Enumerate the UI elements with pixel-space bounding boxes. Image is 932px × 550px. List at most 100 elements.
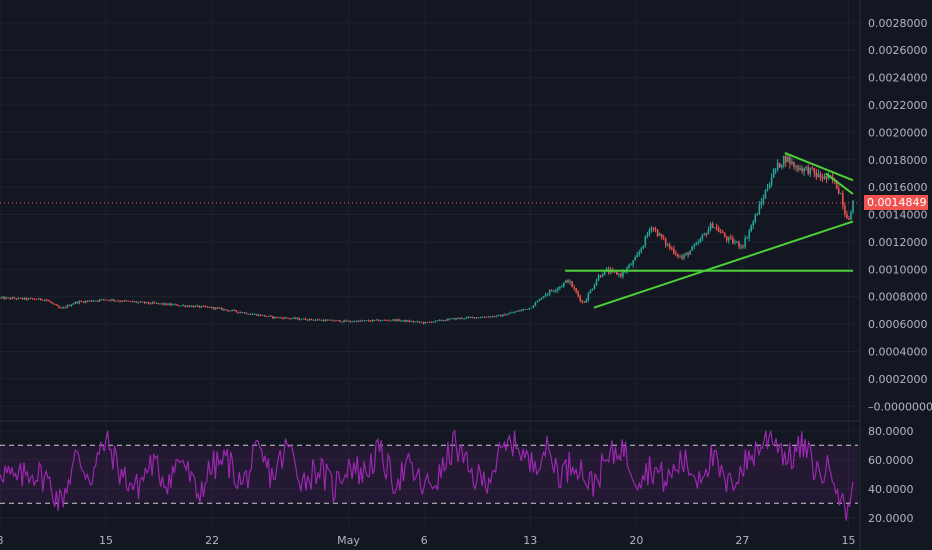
candle-body	[214, 307, 217, 309]
candle-body	[738, 241, 740, 247]
candle-body	[92, 300, 95, 302]
candle-body	[465, 317, 467, 319]
candle-body	[19, 297, 22, 299]
candle-body	[522, 309, 525, 311]
candle-body	[276, 316, 278, 318]
candle-body	[666, 244, 669, 246]
candle-body	[642, 245, 645, 249]
candle-body	[31, 298, 34, 300]
candle-body	[506, 314, 508, 316]
candle-body	[394, 319, 396, 321]
candle-body	[436, 320, 439, 322]
candle-body	[495, 315, 498, 317]
price-tick-label: –0.0000000	[868, 400, 932, 413]
candle-body	[0, 297, 1, 299]
candle-body	[681, 256, 683, 259]
candle-body	[634, 257, 636, 261]
candle-body	[190, 305, 193, 307]
candle-body	[622, 271, 624, 277]
candle-body	[768, 184, 771, 189]
candle-body	[650, 228, 653, 231]
candle-body	[579, 295, 582, 301]
candle-body	[1, 297, 3, 298]
candle-body	[587, 293, 590, 300]
candle-body	[296, 318, 299, 319]
candle-body	[793, 161, 795, 167]
resistance-line[interactable]	[784, 151, 854, 182]
candle-body	[689, 250, 691, 255]
candle-body	[117, 300, 119, 302]
price-tick-label: 0.0006000	[868, 318, 928, 331]
candle-body	[174, 304, 176, 306]
candle-body	[176, 304, 178, 306]
candle-body	[111, 299, 113, 301]
candle-body	[546, 293, 549, 295]
candle-body	[430, 321, 433, 323]
price-tick-label: 0.0018000	[868, 154, 928, 167]
candle-body	[284, 317, 286, 319]
candle-body	[654, 228, 657, 230]
candle-body	[461, 317, 463, 319]
candle-body	[835, 180, 838, 189]
candle-body	[805, 167, 807, 168]
candle-body	[809, 167, 812, 175]
candle-body	[408, 320, 410, 322]
price-tick-label: 0.0012000	[868, 236, 928, 249]
candle-body	[630, 264, 632, 266]
candle-body	[526, 309, 529, 310]
candle-body	[324, 319, 327, 322]
candle-body	[697, 242, 700, 244]
candle-body	[290, 318, 292, 320]
candle-body	[70, 304, 73, 307]
candle-body	[839, 193, 842, 195]
candle-body	[823, 175, 826, 179]
candle-body	[691, 246, 693, 251]
candle-body	[748, 231, 750, 238]
candle-body	[245, 312, 248, 314]
candle-body	[357, 320, 360, 322]
candle-body	[133, 301, 136, 303]
candle-body	[483, 316, 486, 318]
candle-body	[536, 300, 539, 303]
rsi-axis[interactable]: 80.0000 60.0000 40.0000 20.0000	[868, 425, 914, 525]
candle-body	[493, 316, 496, 317]
candle-body	[825, 175, 828, 179]
candle-body	[103, 299, 105, 301]
support-line[interactable]	[593, 220, 854, 309]
candle-body	[219, 307, 221, 309]
candle-body	[567, 280, 569, 283]
candle-body	[54, 303, 56, 305]
candle-body	[314, 319, 317, 321]
candle-body	[339, 320, 341, 322]
candle-body	[398, 319, 400, 322]
rsi-line	[0, 429, 854, 521]
rsi-tick-label: 40.0000	[868, 483, 914, 496]
resistance-line-2[interactable]	[825, 172, 854, 195]
candle-body	[365, 320, 368, 322]
candle-body	[418, 321, 421, 323]
candle-body	[278, 317, 280, 319]
candle-body	[253, 314, 256, 315]
candle-body	[813, 168, 816, 173]
candle-body	[445, 320, 447, 322]
candle-body	[837, 188, 840, 194]
candle-body	[540, 298, 543, 300]
candle-body	[341, 321, 343, 323]
rsi-band-fill	[0, 445, 858, 504]
candle-body	[182, 305, 185, 307]
time-axis[interactable]: 8 15 22 May 6 13 20 27 15	[0, 534, 855, 547]
candle-body	[544, 294, 547, 297]
candle-body	[263, 315, 266, 317]
candle-body	[147, 301, 150, 304]
candle-body	[308, 318, 311, 321]
candle-body	[229, 310, 231, 312]
candle-body	[25, 297, 28, 300]
candle-body	[819, 173, 822, 178]
price-axis[interactable]: 0.0028000 0.0026000 0.0024000 0.0022000 0.00…	[868, 17, 932, 413]
candle-body	[785, 156, 787, 163]
candle-body	[43, 299, 46, 301]
candle-body	[571, 281, 573, 288]
trendlines[interactable]	[565, 151, 854, 309]
candle-body	[428, 321, 431, 323]
